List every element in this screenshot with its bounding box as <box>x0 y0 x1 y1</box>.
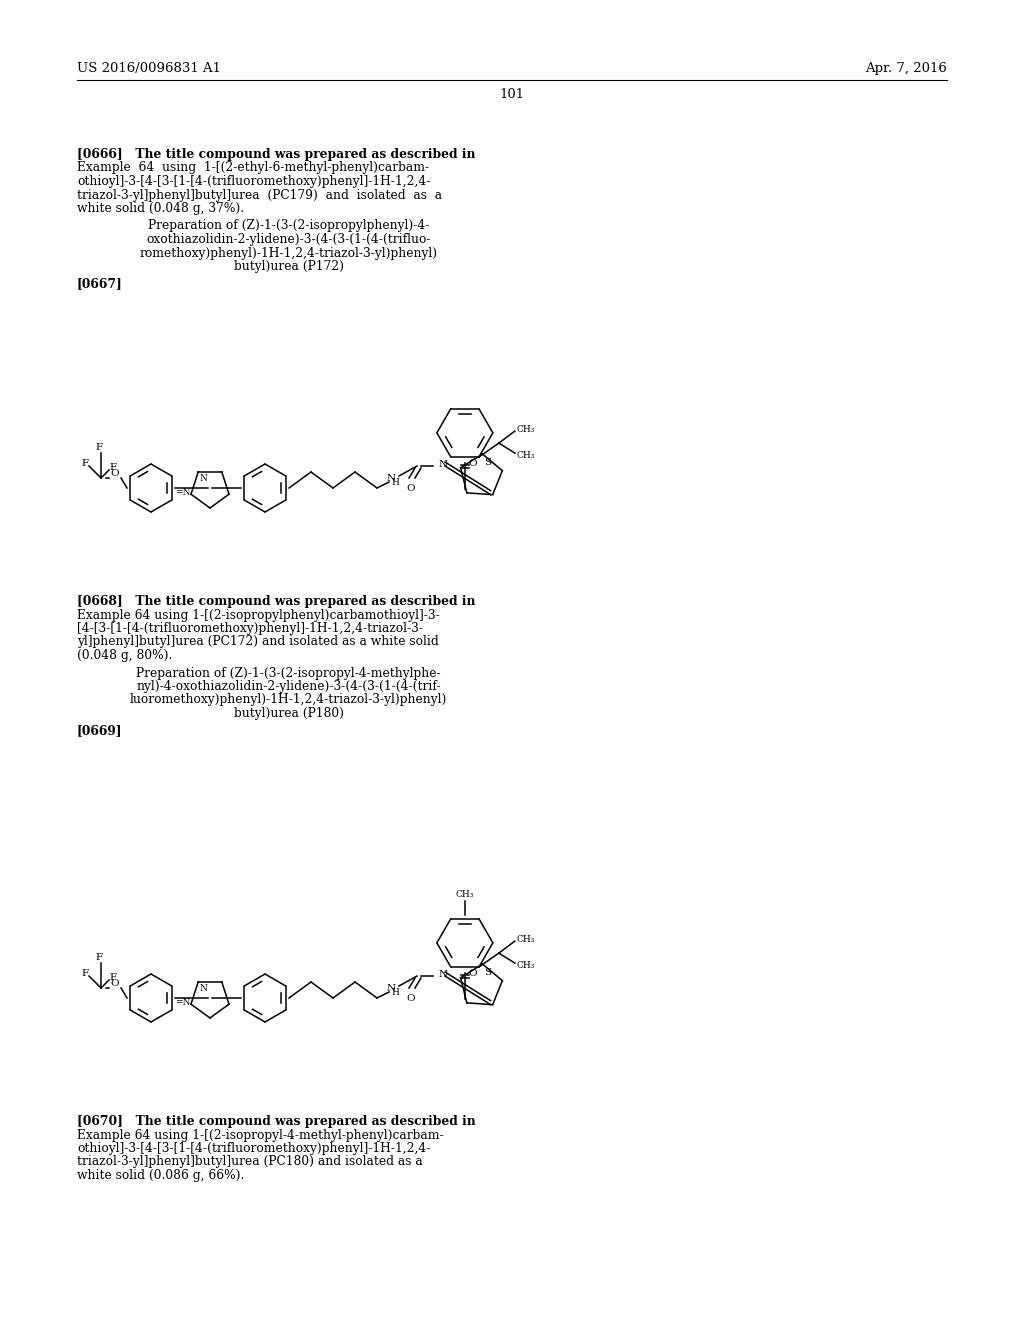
Text: [4-[3-[1-[4-(trifluoromethoxy)phenyl]-1H-1,2,4-triazol-3-: [4-[3-[1-[4-(trifluoromethoxy)phenyl]-1H… <box>77 622 423 635</box>
Text: F: F <box>110 974 117 982</box>
Text: CH₃: CH₃ <box>456 890 474 899</box>
Text: [0667]: [0667] <box>77 277 123 290</box>
Text: CH₃: CH₃ <box>517 935 536 944</box>
Text: O: O <box>469 969 477 978</box>
Text: [0666]   The title compound was prepared as described in: [0666] The title compound was prepared a… <box>77 148 475 161</box>
Text: N: N <box>387 474 396 483</box>
Text: butyl)urea (P180): butyl)urea (P180) <box>233 708 344 719</box>
Text: O: O <box>111 979 120 989</box>
Text: othioyl]-3-[4-[3-[1-[4-(trifluoromethoxy)phenyl]-1H-1,2,4-: othioyl]-3-[4-[3-[1-[4-(trifluoromethoxy… <box>77 1142 430 1155</box>
Text: N: N <box>200 983 207 993</box>
Text: [0670]   The title compound was prepared as described in: [0670] The title compound was prepared a… <box>77 1115 476 1129</box>
Text: CH₃: CH₃ <box>517 961 536 970</box>
Text: CH₃: CH₃ <box>517 425 536 433</box>
Text: N: N <box>200 474 207 483</box>
Text: F: F <box>95 953 102 962</box>
Text: H: H <box>391 478 399 487</box>
Text: Example  64  using  1-[(2-ethyl-6-methyl-phenyl)carbam-: Example 64 using 1-[(2-ethyl-6-methyl-ph… <box>77 161 429 174</box>
Text: CH₃: CH₃ <box>517 450 536 459</box>
Text: triazol-3-yl]phenyl]butyl]urea  (PC179)  and  isolated  as  a: triazol-3-yl]phenyl]butyl]urea (PC179) a… <box>77 189 442 202</box>
Text: O: O <box>407 994 416 1003</box>
Text: US 2016/0096831 A1: US 2016/0096831 A1 <box>77 62 221 75</box>
Text: oxothiazolidin-2-ylidene)-3-(4-(3-(1-(4-(trifluo-: oxothiazolidin-2-ylidene)-3-(4-(3-(1-(4-… <box>146 234 431 246</box>
Text: triazol-3-yl]phenyl]butyl]urea (PC180) and isolated as a: triazol-3-yl]phenyl]butyl]urea (PC180) a… <box>77 1155 423 1168</box>
Text: H: H <box>391 987 399 997</box>
Text: 101: 101 <box>500 88 524 102</box>
Text: romethoxy)phenyl)-1H-1,2,4-triazol-3-yl)phenyl): romethoxy)phenyl)-1H-1,2,4-triazol-3-yl)… <box>139 247 438 260</box>
Text: S: S <box>484 968 492 977</box>
Text: O: O <box>469 459 477 469</box>
Text: F: F <box>82 969 88 978</box>
Text: Example 64 using 1-[(2-isopropylphenyl)carbamothioyl]-3-: Example 64 using 1-[(2-isopropylphenyl)c… <box>77 609 439 622</box>
Text: butyl)urea (P172): butyl)urea (P172) <box>233 260 344 273</box>
Text: yl]phenyl]butyl]urea (PC172) and isolated as a white solid: yl]phenyl]butyl]urea (PC172) and isolate… <box>77 635 438 648</box>
Text: othioyl]-3-[4-[3-[1-[4-(trifluoromethoxy)phenyl]-1H-1,2,4-: othioyl]-3-[4-[3-[1-[4-(trifluoromethoxy… <box>77 176 430 187</box>
Text: white solid (0.086 g, 66%).: white solid (0.086 g, 66%). <box>77 1170 245 1181</box>
Text: O: O <box>111 470 120 479</box>
Text: luoromethoxy)phenyl)-1H-1,2,4-triazol-3-yl)phenyl): luoromethoxy)phenyl)-1H-1,2,4-triazol-3-… <box>130 693 447 706</box>
Text: [0669]: [0669] <box>77 725 123 738</box>
Text: S: S <box>484 458 492 467</box>
Text: Preparation of (Z)-1-(3-(2-isopropylphenyl)-4-: Preparation of (Z)-1-(3-(2-isopropylphen… <box>148 219 429 232</box>
Text: O: O <box>407 484 416 492</box>
Text: [0668]   The title compound was prepared as described in: [0668] The title compound was prepared a… <box>77 595 475 609</box>
Text: N: N <box>439 459 449 469</box>
Text: N: N <box>439 970 449 979</box>
Text: F: F <box>82 459 88 469</box>
Text: nyl)-4-oxothiazolidin-2-ylidene)-3-(4-(3-(1-(4-(trif-: nyl)-4-oxothiazolidin-2-ylidene)-3-(4-(3… <box>136 680 441 693</box>
Text: F: F <box>110 463 117 473</box>
Text: Apr. 7, 2016: Apr. 7, 2016 <box>865 62 947 75</box>
Text: Preparation of (Z)-1-(3-(2-isopropyl-4-methylphe-: Preparation of (Z)-1-(3-(2-isopropyl-4-m… <box>136 667 441 680</box>
Text: Example 64 using 1-[(2-isopropyl-4-methyl-phenyl)carbam-: Example 64 using 1-[(2-isopropyl-4-methy… <box>77 1129 443 1142</box>
Text: N: N <box>387 983 396 993</box>
Text: =N: =N <box>175 998 190 1007</box>
Text: =N: =N <box>175 487 190 496</box>
Text: (0.048 g, 80%).: (0.048 g, 80%). <box>77 649 172 663</box>
Text: white solid (0.048 g, 37%).: white solid (0.048 g, 37%). <box>77 202 244 215</box>
Text: F: F <box>95 444 102 453</box>
